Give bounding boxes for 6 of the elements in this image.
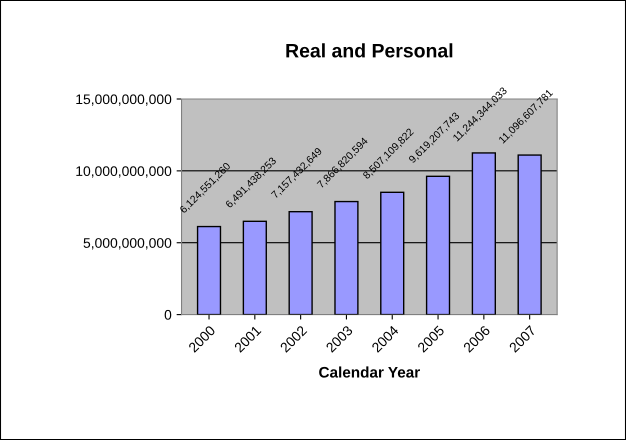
y-tick-label: 5,000,000,000 [84, 238, 172, 250]
y-tick-label: 15,000,000,000 [76, 94, 172, 106]
y-tick-label: 0 [164, 310, 172, 320]
chart-title: Real and Personal [286, 43, 452, 58]
y-tick-label: 10,000,000,000 [76, 166, 172, 178]
x-axis-title: Calendar Year [319, 366, 420, 378]
